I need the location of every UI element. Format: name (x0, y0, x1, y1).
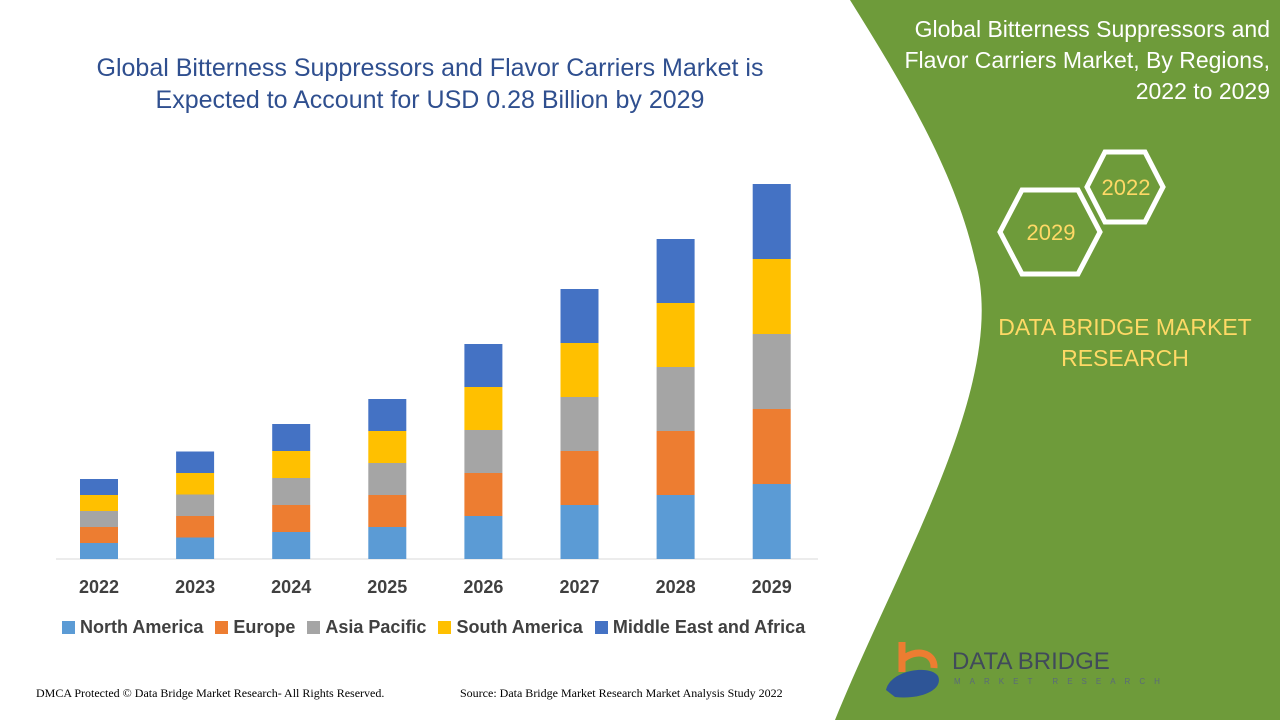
bar-segment-2026-europe (464, 473, 503, 516)
x-tick-label: 2029 (752, 577, 792, 597)
footer-source: Source: Data Bridge Market Research Mark… (460, 686, 783, 700)
legend-label: Asia Pacific (325, 617, 427, 637)
bar-segment-2022-asia-pacific (80, 511, 118, 527)
x-tick-label: 2023 (175, 577, 215, 597)
bar-segment-2025-europe (368, 495, 407, 527)
bar-segment-2023-asia-pacific (176, 494, 215, 516)
bar-segment-2023-south-america (176, 473, 215, 495)
x-tick-label: 2025 (367, 577, 407, 597)
legend-label: South America (456, 617, 583, 637)
legend-item-asia-pacific: Asia Pacific (307, 617, 426, 638)
hex-label-2029: 2029 (1027, 220, 1076, 245)
bar-segment-2026-asia-pacific (464, 430, 503, 473)
hexagon-2022 (1084, 149, 1166, 225)
bar-segment-2027-south-america (560, 343, 599, 397)
bar-segment-2027-middle-east-and-africa (560, 289, 599, 343)
bar-segment-2025-south-america (368, 431, 407, 463)
legend-swatch (307, 621, 321, 634)
x-tick-label: 2028 (656, 577, 696, 597)
logo-name: DATA BRIDGE (952, 648, 1110, 675)
bar-segment-2027-north-america (560, 505, 599, 559)
bar-segment-2025-middle-east-and-africa (368, 399, 407, 431)
bar-segment-2026-south-america (464, 387, 503, 430)
hex-label-2022: 2022 (1102, 175, 1151, 200)
bar-segment-2028-north-america (656, 495, 695, 559)
bar-segment-2022-north-america (80, 543, 118, 559)
bar-segment-2028-asia-pacific (656, 367, 695, 431)
chart-title: Global Bitterness Suppressors and Flavor… (96, 54, 764, 114)
footer-copyright: DMCA Protected © Data Bridge Market Rese… (36, 686, 385, 700)
bar-segment-2024-middle-east-and-africa (272, 424, 311, 451)
legend-item-north-america: North America (62, 617, 203, 638)
data-bridge-logo-mark (886, 642, 939, 698)
x-tick-label: 2024 (271, 577, 311, 597)
bar-segment-2023-europe (176, 516, 215, 538)
bar-segment-2029-europe (752, 409, 791, 484)
bar-segment-2027-europe (560, 451, 599, 505)
bar-segment-2026-middle-east-and-africa (464, 344, 503, 387)
legend-label: Middle East and Africa (612, 617, 806, 637)
bar-segment-2022-middle-east-and-africa (80, 479, 118, 495)
bar-segment-2024-north-america (272, 532, 311, 559)
logo-tagline: MARKET RESEARCH (954, 677, 1169, 686)
bar-segment-2029-south-america (752, 259, 791, 334)
bar-segment-2025-north-america (368, 527, 407, 559)
x-tick-label: 2022 (79, 577, 119, 597)
bar-segment-2029-north-america (752, 484, 791, 559)
bars-group: 2022 2023 2024 2025 2026 2027 2028 2029 (79, 184, 792, 597)
side-panel-title: Global Bitterness Suppressors and Flavor… (904, 16, 1270, 104)
bar-segment-2029-middle-east-and-africa (752, 184, 791, 259)
legend-swatch (215, 621, 229, 634)
legend: North America Europe Asia Pacific South … (62, 617, 805, 638)
legend-label: North America (80, 617, 204, 637)
bar-segment-2023-middle-east-and-africa (176, 451, 215, 473)
bar-segment-2022-europe (80, 527, 118, 543)
bar-segment-2029-asia-pacific (752, 334, 791, 409)
legend-item-middle-east-africa: Middle East and Africa (594, 617, 806, 638)
bar-segment-2024-europe (272, 505, 311, 532)
legend-label: Europe (233, 617, 296, 637)
legend-item-europe: Europe (215, 617, 295, 638)
bar-segment-2024-south-america (272, 451, 311, 478)
bar-segment-2026-north-america (464, 516, 503, 559)
green-side-panel (835, 0, 1280, 720)
x-tick-label: 2026 (463, 577, 503, 597)
bar-segment-2023-north-america (176, 537, 215, 559)
bar-segment-2028-europe (656, 431, 695, 495)
bar-segment-2027-asia-pacific (560, 397, 599, 451)
x-tick-label: 2027 (559, 577, 599, 597)
bar-segment-2025-asia-pacific (368, 463, 407, 495)
bar-segment-2028-middle-east-and-africa (656, 239, 695, 303)
hexagon-2029 (997, 187, 1103, 277)
legend-swatch (594, 621, 608, 634)
bar-segment-2024-asia-pacific (272, 478, 311, 505)
brand-name: DATA BRIDGE MARKET RESEARCH (998, 314, 1252, 371)
legend-item-south-america: South America (438, 617, 583, 638)
bar-segment-2022-south-america (80, 495, 118, 511)
legend-swatch (438, 621, 452, 634)
legend-swatch (62, 621, 75, 634)
bar-segment-2028-south-america (656, 303, 695, 367)
